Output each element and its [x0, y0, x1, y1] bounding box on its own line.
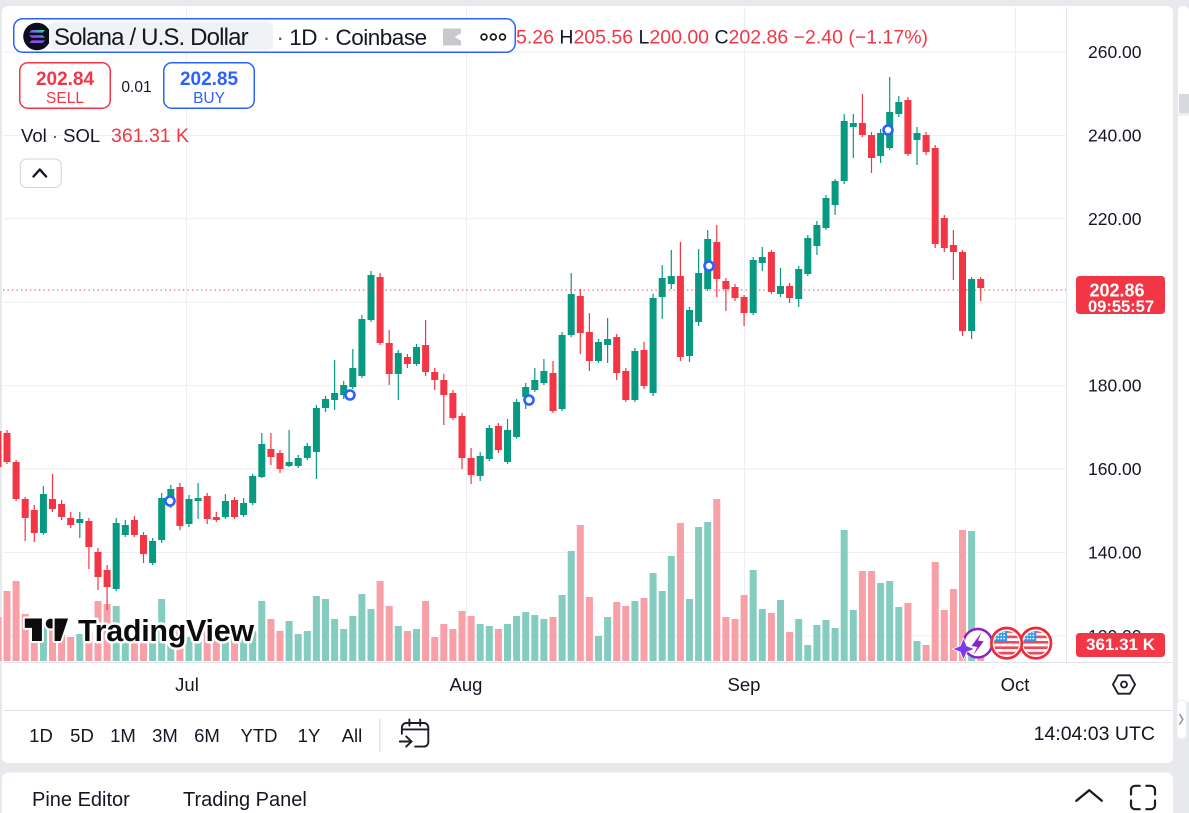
svg-text:240.00: 240.00 — [1088, 125, 1142, 145]
svg-text:361.31 K: 361.31 K — [1086, 635, 1156, 654]
svg-text:202.86: 202.86 — [1089, 281, 1144, 301]
svg-text:Sep: Sep — [728, 674, 761, 695]
svg-text:TradingView: TradingView — [78, 614, 254, 648]
svg-text:1Y: 1Y — [298, 725, 321, 746]
svg-text:YTD: YTD — [241, 725, 278, 746]
svg-text:14:04:03 UTC: 14:04:03 UTC — [1034, 723, 1155, 745]
svg-text:140.00: 140.00 — [1088, 542, 1142, 562]
svg-text:Aug: Aug — [450, 674, 483, 695]
svg-text:1M: 1M — [110, 725, 136, 746]
svg-text:All: All — [342, 725, 363, 746]
svg-text:1D: 1D — [29, 725, 53, 746]
svg-text:Jul: Jul — [175, 674, 199, 695]
svg-text:Vol · SOL: Vol · SOL — [21, 125, 100, 146]
svg-text:Trading Panel: Trading Panel — [183, 789, 307, 811]
svg-text:0.01: 0.01 — [121, 79, 151, 96]
svg-text:160.00: 160.00 — [1088, 459, 1142, 479]
svg-text:6M: 6M — [194, 725, 220, 746]
svg-text:180.00: 180.00 — [1088, 376, 1142, 396]
svg-text:5D: 5D — [70, 725, 94, 746]
svg-text:3M: 3M — [152, 725, 178, 746]
svg-text:· 1D · Coinbase: · 1D · Coinbase — [277, 25, 427, 50]
svg-text:Pine Editor: Pine Editor — [32, 789, 130, 811]
svg-text:09:55:57: 09:55:57 — [1088, 298, 1154, 316]
svg-text:5.26 H205.56 L200.00 C202.86 −: 5.26 H205.56 L200.00 C202.86 −2.40 (−1.1… — [516, 27, 928, 49]
svg-text:361.31 K: 361.31 K — [111, 125, 189, 147]
svg-text:Solana / U.S. Dollar: Solana / U.S. Dollar — [54, 24, 249, 51]
svg-text:Oct: Oct — [1001, 674, 1030, 695]
svg-text:202.85: 202.85 — [180, 69, 239, 90]
svg-text:BUY: BUY — [193, 90, 225, 107]
svg-text:260.00: 260.00 — [1088, 42, 1142, 62]
svg-text:SELL: SELL — [46, 90, 84, 107]
svg-text:220.00: 220.00 — [1088, 209, 1142, 229]
svg-text:202.84: 202.84 — [36, 69, 95, 90]
